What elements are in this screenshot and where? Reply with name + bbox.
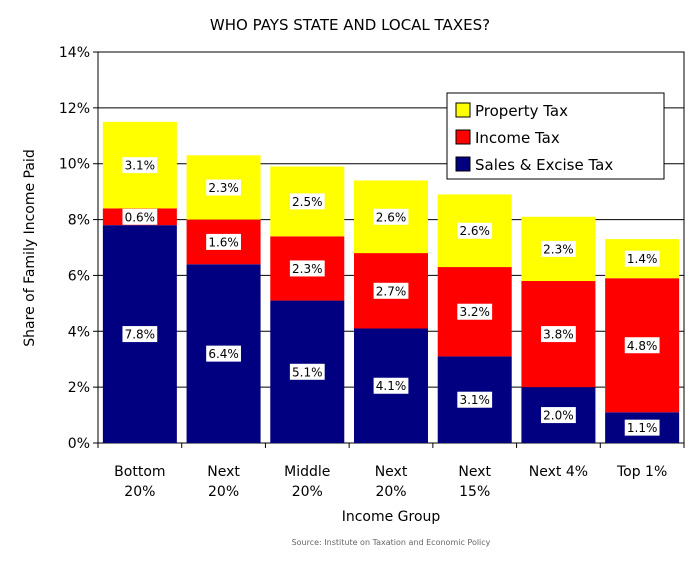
x-tick-label: 20% — [208, 484, 239, 500]
legend: Property Tax Income Tax Sales & Excise Tax — [446, 92, 665, 180]
data-label-box — [541, 407, 576, 424]
y-tick-label: 12% — [59, 101, 90, 117]
data-label: 2.7% — [376, 284, 407, 298]
data-label: 2.5% — [292, 195, 323, 209]
data-label: 3.1% — [459, 393, 490, 407]
data-label-box — [624, 419, 660, 436]
legend-label: Income Tax — [475, 129, 560, 147]
data-label-box — [122, 157, 158, 174]
data-label: 2.3% — [208, 181, 239, 195]
data-label: 2.6% — [376, 210, 407, 224]
data-label-box — [289, 260, 325, 277]
y-tick-label: 14% — [59, 45, 90, 61]
legend-swatch — [455, 102, 471, 118]
data-label-box — [373, 208, 409, 225]
data-label-box — [624, 337, 660, 354]
legend-label: Sales & Excise Tax — [475, 156, 613, 174]
x-tick-label: Middle — [284, 464, 330, 480]
x-tick-label: 20% — [124, 484, 155, 500]
data-label: 3.2% — [459, 305, 490, 319]
x-tick-label: Next — [375, 464, 408, 480]
x-tick-label: Next — [207, 464, 240, 480]
data-label-box — [289, 193, 325, 210]
x-axis-title: Income Group — [342, 509, 441, 525]
y-tick-label: 0% — [68, 436, 90, 452]
y-axis-title: Share of Family Income Paid — [22, 149, 38, 346]
data-label-box — [541, 240, 576, 257]
data-label: 1.1% — [627, 421, 658, 435]
data-label-box — [457, 391, 493, 408]
data-label-box — [206, 233, 241, 250]
x-axis-ticks: Bottom 20% Next 20% Middle 20% Next 20% Next 15% N… — [97, 443, 685, 500]
data-label-box — [289, 363, 325, 380]
data-label-box — [373, 282, 409, 299]
data-label: 0.6% — [125, 210, 156, 224]
x-tick-label: Bottom — [114, 464, 165, 480]
legend-swatch — [455, 156, 471, 172]
y-tick-label: 10% — [59, 157, 90, 173]
y-tick-label: 2% — [68, 380, 90, 396]
y-tick-label: 4% — [68, 324, 90, 340]
data-label: 2.3% — [292, 262, 323, 276]
data-labels: 7.8% 0.6% 3.1% 6.4% 1.6% 2.3% 5.1% 2.3% 2.5% 4.1%… — [122, 157, 660, 436]
source-note: Source: Institute on Taxation and Econom… — [292, 538, 491, 547]
data-label-box — [122, 326, 158, 343]
x-tick-label: Next — [458, 464, 491, 480]
data-label-box — [457, 303, 493, 320]
data-label: 3.8% — [543, 328, 574, 342]
x-tick-label: 20% — [292, 484, 323, 500]
y-tick-label: 8% — [68, 213, 90, 229]
data-label: 2.6% — [459, 224, 490, 238]
y-tick-label: 6% — [68, 268, 90, 284]
legend-swatch — [455, 129, 471, 145]
x-tick-label: Next 4% — [529, 464, 588, 480]
x-tick-label: 15% — [459, 484, 490, 500]
data-label-box — [624, 250, 660, 267]
data-label: 2.0% — [543, 409, 574, 423]
data-label: 7.8% — [125, 328, 156, 342]
data-label-box — [206, 345, 241, 362]
data-label: 1.4% — [627, 252, 658, 266]
y-axis-ticks: 0% 2% 4% 6% 8% 10% 12% 14% — [59, 45, 98, 452]
x-tick-label: Top 1% — [616, 464, 667, 480]
data-label: 6.4% — [208, 347, 239, 361]
chart-title: WHO PAYS STATE AND LOCAL TAXES? — [210, 16, 490, 34]
data-label-box — [541, 326, 576, 343]
data-label: 5.1% — [292, 365, 323, 379]
data-label-box — [122, 208, 158, 225]
legend-label: Property Tax — [475, 102, 568, 120]
data-label: 1.6% — [208, 235, 239, 249]
data-label: 2.3% — [543, 242, 574, 256]
data-label: 3.1% — [125, 159, 156, 173]
x-tick-label: 20% — [375, 484, 406, 500]
data-label: 4.1% — [376, 379, 407, 393]
data-label-box — [206, 179, 241, 196]
legend-box — [446, 92, 665, 180]
data-label-box — [373, 377, 409, 394]
data-label: 4.8% — [627, 339, 658, 353]
data-label-box — [457, 222, 493, 239]
